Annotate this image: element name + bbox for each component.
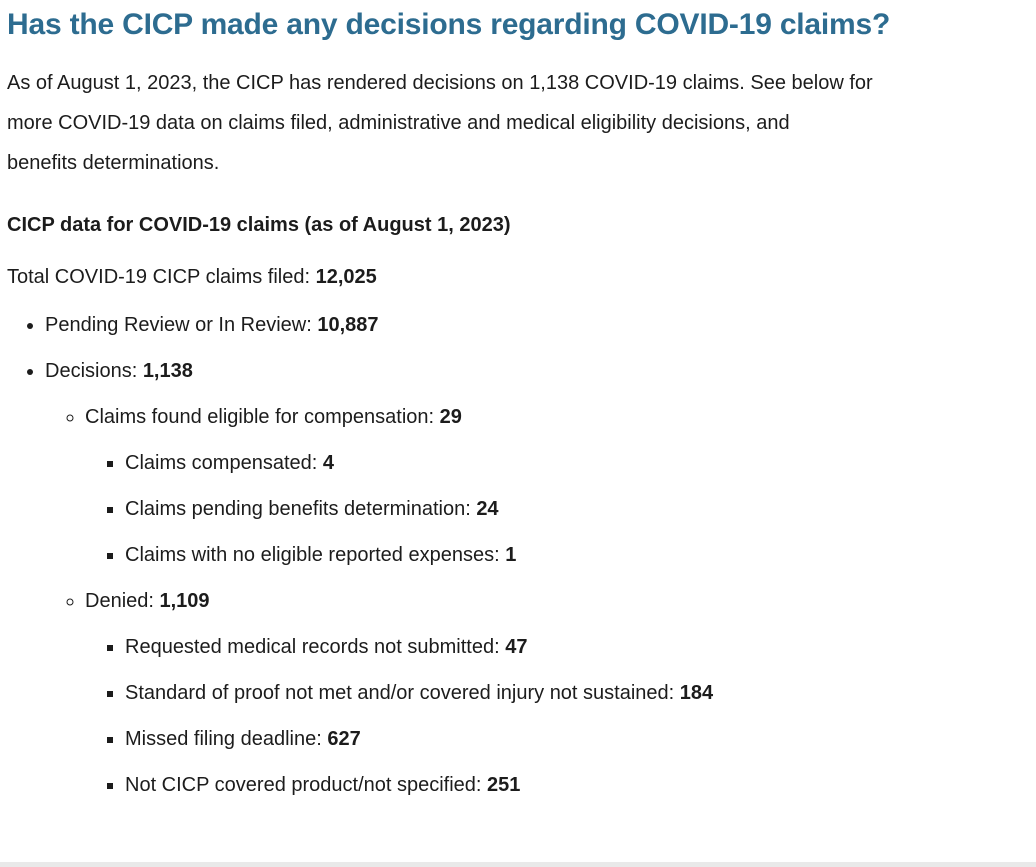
- list-item-standard-of-proof: Standard of proof not met and/or covered…: [125, 679, 1029, 707]
- compensated-label: Claims compensated:: [125, 452, 323, 474]
- list-item-compensated: Claims compensated: 4: [125, 449, 1029, 477]
- list-item-no-eligible-expenses: Claims with no eligible reported expense…: [125, 541, 1029, 569]
- eligible-value: 29: [439, 406, 462, 428]
- pending-review-value: 10,887: [317, 314, 379, 336]
- bottom-divider: [0, 862, 1036, 867]
- standard-of-proof-label: Standard of proof not met and/or covered…: [125, 682, 680, 704]
- pending-benefits-label: Claims pending benefits determination:: [125, 498, 477, 520]
- decisions-sublist: Claims found eligible for compensation: …: [45, 403, 1029, 799]
- not-covered-value: 251: [487, 774, 521, 796]
- list-item-denied: Denied: 1,109 Requested medical records …: [85, 587, 1029, 799]
- total-claims-value: 12,025: [315, 266, 377, 288]
- list-item-pending-review: Pending Review or In Review: 10,887: [45, 311, 1029, 339]
- intro-paragraph: As of August 1, 2023, the CICP has rende…: [7, 72, 873, 174]
- missed-deadline-value: 627: [327, 728, 361, 750]
- total-claims-label: Total COVID-19 CICP claims filed:: [7, 266, 316, 288]
- denied-sublist: Requested medical records not submitted:…: [85, 633, 1029, 799]
- total-claims-line: Total COVID-19 CICP claims filed: 12,025: [7, 263, 1029, 291]
- list-item-decisions: Decisions: 1,138 Claims found eligible f…: [45, 357, 1029, 799]
- section-heading: Has the CICP made any decisions regardin…: [7, 8, 891, 41]
- decisions-value: 1,138: [142, 360, 193, 382]
- cicp-covid-claims-section: Has the CICP made any decisions regardin…: [0, 0, 1036, 799]
- list-item-missed-deadline: Missed filing deadline: 627: [125, 725, 1029, 753]
- list-item-records-not-submitted: Requested medical records not submitted:…: [125, 633, 1029, 661]
- records-not-submitted-label: Requested medical records not submitted:: [125, 636, 506, 658]
- data-subtitle: CICP data for COVID-19 claims (as of Aug…: [7, 214, 511, 236]
- list-item-not-covered: Not CICP covered product/not specified: …: [125, 771, 1029, 799]
- pending-review-label: Pending Review or In Review:: [45, 314, 318, 336]
- denied-label: Denied:: [85, 590, 160, 612]
- eligible-label: Claims found eligible for compensation:: [85, 406, 440, 428]
- not-covered-label: Not CICP covered product/not specified:: [125, 774, 488, 796]
- denied-value: 1,109: [159, 590, 210, 612]
- decisions-label: Decisions:: [45, 360, 143, 382]
- standard-of-proof-value: 184: [679, 682, 714, 704]
- list-item-eligible: Claims found eligible for compensation: …: [85, 403, 1029, 569]
- claims-data-list: Pending Review or In Review: 10,887 Deci…: [7, 311, 1029, 799]
- compensated-value: 4: [322, 452, 334, 474]
- missed-deadline-label: Missed filing deadline:: [125, 728, 328, 750]
- list-item-pending-benefits: Claims pending benefits determination: 2…: [125, 495, 1029, 523]
- eligible-sublist: Claims compensated: 4 Claims pending ben…: [85, 449, 1029, 569]
- pending-benefits-value: 24: [476, 498, 499, 520]
- records-not-submitted-value: 47: [505, 636, 528, 658]
- no-eligible-expenses-label: Claims with no eligible reported expense…: [125, 544, 506, 566]
- no-eligible-expenses-value: 1: [505, 544, 517, 566]
